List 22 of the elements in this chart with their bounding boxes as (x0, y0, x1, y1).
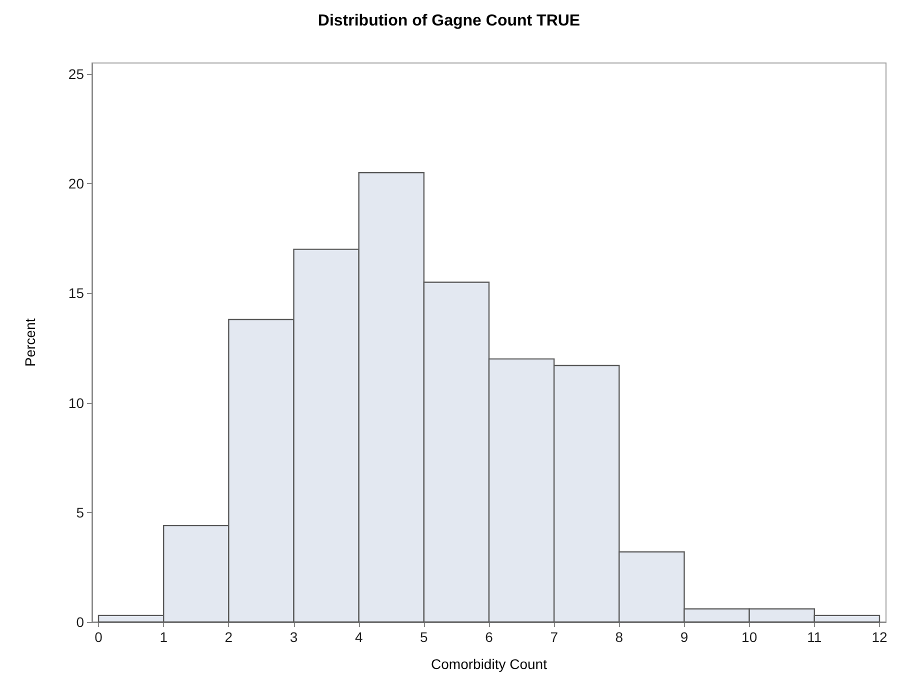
x-tick-label: 6 (485, 629, 494, 645)
x-tick-label: 3 (290, 629, 298, 645)
x-tick-label: 5 (420, 629, 428, 645)
x-tick-label: 0 (94, 629, 103, 645)
x-tick-label: 7 (550, 629, 558, 645)
x-tick-label: 11 (807, 629, 822, 645)
x-tick-label: 10 (742, 629, 758, 645)
y-tick-label: 10 (68, 394, 84, 411)
x-axis-title: Comorbidity Count (431, 656, 548, 672)
x-tick-label: 4 (354, 629, 363, 645)
y-axis-title: Percent (22, 318, 38, 367)
y-tick-label: 15 (68, 285, 84, 302)
x-tick-label: 8 (615, 629, 624, 645)
x-tick-label: 12 (872, 629, 888, 645)
chart-title: Distribution of Gagne Count TRUE (318, 12, 580, 30)
y-tick-label: 0 (76, 614, 84, 630)
y-tick-label: 25 (68, 66, 84, 82)
y-tick-label: 5 (76, 504, 84, 520)
x-tick-label: 9 (680, 629, 688, 645)
x-tick-label: 2 (224, 629, 233, 645)
x-tick-label: 1 (160, 629, 168, 645)
y-tick-label: 20 (68, 176, 84, 192)
